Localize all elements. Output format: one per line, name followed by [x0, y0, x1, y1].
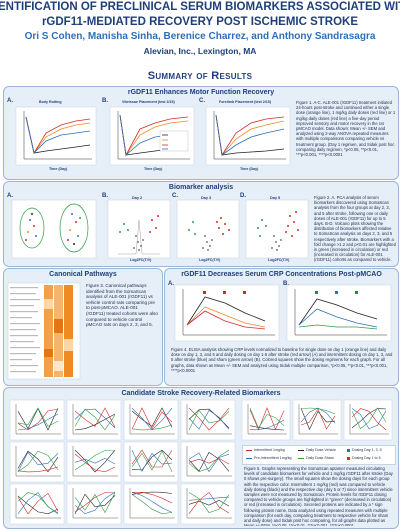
- biomarker-mini-plot: [180, 399, 236, 441]
- figure-3-caption: Figure 3. Canonical pathways identified …: [86, 283, 158, 328]
- biomarker-panel-title: Biomarker analysis: [168, 184, 234, 191]
- volcano-day2: [107, 199, 171, 259]
- biomarker-mini-plot: [66, 399, 122, 441]
- motor-subtitle-a: Body Rotting: [39, 100, 62, 104]
- title-line-1: IDENTIFICATION OF PRECLINICAL SERUM BIOM…: [0, 1, 400, 13]
- canonical-pathways-panel: Canonical Pathways Figure 3. Canonical p…: [3, 268, 163, 386]
- motor-xlabel-c: Time (Day): [240, 167, 259, 171]
- legend-item-daily-sham: Daily Dose Sham: [298, 456, 334, 460]
- figure-2-caption: Figure 2. A. PCA analysis of serum bioma…: [314, 195, 396, 263]
- motor-plot-a: [15, 106, 97, 166]
- pathway-heatmap: [7, 282, 81, 380]
- crp-panel-title: rGDF11 Decreases Serum CRP Concentration…: [181, 271, 382, 278]
- motor-subtitle-b: Vibrissae Placement (test 2/15): [122, 100, 175, 104]
- biomarker-plots: [11, 199, 309, 259]
- biomarker-label-b: B.: [102, 193, 108, 199]
- crp-label-a: A.: [168, 281, 174, 287]
- biomarker-mini-plot: [9, 441, 65, 483]
- candidate-legend: Intermittent 1mg/kg Daily Dose Vehicle D…: [242, 445, 396, 465]
- legend-item-intermittent: Intermittent 1mg/kg: [246, 448, 285, 452]
- legend-item-dosing-1to5: Dosing Day 1 to 5: [347, 456, 381, 460]
- volcano-title-day2: Day 2: [132, 196, 143, 200]
- legend-item-daily-vehicle: Daily Dose Vehicle: [298, 448, 336, 452]
- motor-panel-title: rGDF11 Enhances Motor Function Recovery: [127, 89, 275, 96]
- motor-xlabel-b: Time (Day): [144, 167, 163, 171]
- motor-label-b: B.: [102, 98, 108, 104]
- motor-plot-b: [109, 106, 195, 166]
- motor-function-panel: rGDF11 Enhances Motor Function Recovery …: [3, 86, 399, 180]
- legend-item-pre-intermittent: Pre-Intermittent 1mg/kg: [246, 456, 292, 460]
- motor-label-c: C.: [199, 98, 205, 104]
- figure-4-caption: Figure 4. ELISA analysis showing CRP lev…: [171, 347, 393, 373]
- volcano-xlabel-day2: Log2FC(T/V): [130, 258, 152, 262]
- candidate-panel-title: Candidate Stroke Recovery-Related Biomar…: [121, 390, 281, 397]
- crp-plot-b: [286, 284, 392, 342]
- biomarker-mini-plot: [180, 483, 236, 525]
- crp-plots: [174, 284, 392, 342]
- motor-subtitle-c: Forelimb Placement (test 2/15): [219, 100, 271, 104]
- summary-title: Summary of Results: [147, 70, 253, 82]
- motor-xlabel-a: Time (Day): [49, 167, 68, 171]
- legend-item-dosing-135: Dosing Day 1, 3, 5: [347, 448, 382, 452]
- volcano-day5: [245, 199, 309, 259]
- biomarker-mini-plot: [241, 399, 291, 441]
- volcano-day3: [176, 199, 240, 259]
- motor-plot-c: [205, 106, 291, 166]
- volcano-title-day5: Day 5: [270, 196, 281, 200]
- candidate-grid: [9, 399, 393, 525]
- biomarker-mini-plot: [123, 441, 179, 483]
- biomarker-mini-plot: [66, 483, 122, 525]
- biomarker-label-c: C.: [172, 193, 178, 199]
- affiliation: Alevian, Inc., Lexington, MA: [143, 46, 257, 56]
- crp-label-b: B.: [283, 281, 289, 287]
- author-list: Ori S Cohen, Manisha Sinha, Berenice Cha…: [24, 31, 376, 42]
- crp-panel: rGDF11 Decreases Serum CRP Concentration…: [164, 268, 399, 386]
- motor-plots: [15, 106, 291, 166]
- volcano-title-day3: Day 3: [201, 196, 212, 200]
- candidate-biomarkers-panel: Candidate Stroke Recovery-Related Biomar…: [3, 387, 399, 529]
- biomarker-label-a: A.: [7, 193, 13, 199]
- biomarker-mini-plot: [9, 399, 65, 441]
- crp-plot-a: [174, 284, 280, 342]
- biomarker-mini-plot: [123, 483, 179, 525]
- biomarker-mini-plot: [9, 483, 65, 525]
- biomarker-mini-plot: [66, 441, 122, 483]
- biomarker-label-d: D.: [240, 193, 246, 199]
- canonical-panel-title: Canonical Pathways: [49, 271, 117, 278]
- biomarker-mini-plot: [123, 399, 179, 441]
- figure-5-caption: Figure 5. Graphs representing the SomaSc…: [244, 466, 393, 526]
- pca-plot: [11, 199, 97, 259]
- poster-header: IDENTIFICATION OF PRECLINICAL SERUM BIOM…: [0, 0, 400, 66]
- biomarker-mini-plot: [180, 441, 236, 483]
- motor-label-a: A.: [7, 98, 13, 104]
- biomarker-analysis-panel: Biomarker analysis A. B. C. D. Day 2 Day…: [3, 181, 399, 267]
- figure-1-caption: Figure 1. A-C. ALE-001 (rGDF11) treatmen…: [296, 100, 396, 158]
- biomarker-mini-plot: [343, 399, 393, 441]
- volcano-xlabel-day5: Log2FC(T/V): [268, 258, 290, 262]
- biomarker-mini-plot: [292, 399, 342, 441]
- title-line-2: rGDF11-MEDIATED RECOVERY POST ISCHEMIC S…: [41, 16, 359, 28]
- volcano-xlabel-day3: Log2FC(T/V): [199, 258, 221, 262]
